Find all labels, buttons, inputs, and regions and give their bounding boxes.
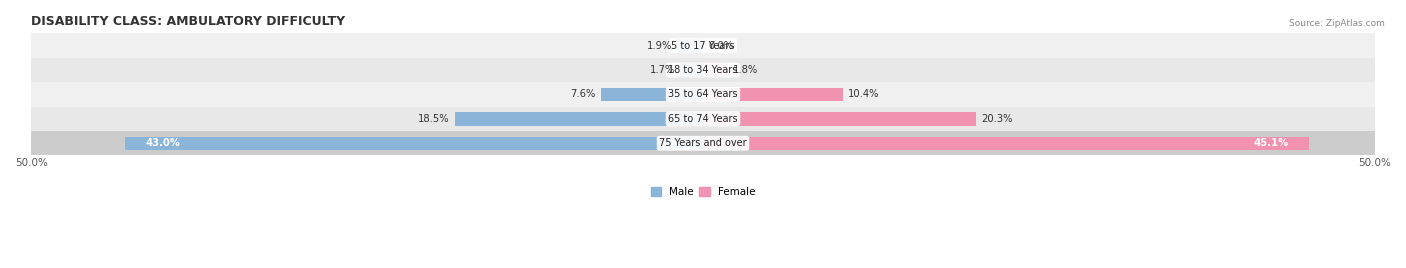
Bar — [31, 33, 1375, 58]
Bar — [703, 112, 976, 125]
Legend: Male, Female: Male, Female — [647, 183, 759, 202]
Bar — [678, 39, 703, 52]
Text: 35 to 64 Years: 35 to 64 Years — [668, 90, 738, 99]
Bar — [681, 63, 703, 77]
Bar — [454, 112, 703, 125]
Bar — [31, 82, 1375, 107]
Bar — [31, 58, 1375, 82]
Text: 43.0%: 43.0% — [146, 138, 180, 148]
Bar — [703, 63, 727, 77]
Bar — [600, 88, 703, 101]
Text: 1.8%: 1.8% — [733, 65, 758, 75]
Text: 10.4%: 10.4% — [848, 90, 880, 99]
Text: 45.1%: 45.1% — [1253, 138, 1289, 148]
Bar — [31, 131, 1375, 155]
Bar — [703, 136, 1309, 150]
Text: 75 Years and over: 75 Years and over — [659, 138, 747, 148]
Text: 7.6%: 7.6% — [571, 90, 596, 99]
Bar — [31, 107, 1375, 131]
Bar — [125, 136, 703, 150]
Text: DISABILITY CLASS: AMBULATORY DIFFICULTY: DISABILITY CLASS: AMBULATORY DIFFICULTY — [31, 15, 346, 28]
Text: 65 to 74 Years: 65 to 74 Years — [668, 114, 738, 124]
Text: 1.9%: 1.9% — [647, 40, 672, 51]
Text: 18 to 34 Years: 18 to 34 Years — [668, 65, 738, 75]
Text: 5 to 17 Years: 5 to 17 Years — [671, 40, 735, 51]
Text: 20.3%: 20.3% — [981, 114, 1012, 124]
Text: 18.5%: 18.5% — [418, 114, 449, 124]
Text: 1.7%: 1.7% — [650, 65, 675, 75]
Bar — [703, 88, 842, 101]
Text: Source: ZipAtlas.com: Source: ZipAtlas.com — [1289, 19, 1385, 28]
Text: 0.0%: 0.0% — [709, 40, 734, 51]
